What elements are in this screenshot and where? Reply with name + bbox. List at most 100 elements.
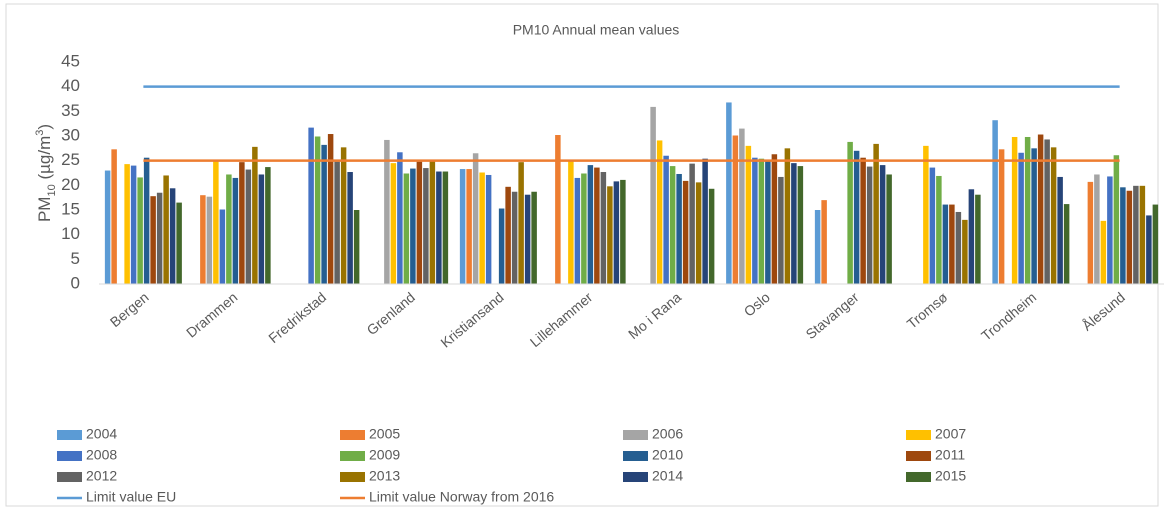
bar	[111, 149, 117, 284]
bar	[732, 135, 739, 284]
y-tick-label: 25	[61, 150, 80, 169]
bar	[581, 173, 587, 284]
legend-swatch	[57, 472, 82, 482]
bar	[479, 172, 485, 284]
bar	[321, 144, 327, 284]
legend-label: 2013	[369, 468, 400, 484]
y-label-part: (µg/m	[35, 136, 54, 185]
bar	[968, 189, 975, 284]
legend-label: 2005	[369, 426, 400, 442]
y-tick-label: 0	[71, 273, 80, 292]
bar	[962, 219, 968, 284]
bar	[163, 175, 169, 284]
bar	[656, 140, 663, 284]
bar	[1094, 174, 1100, 284]
chart-title: PM10 Annual mean values	[513, 22, 680, 38]
bar	[568, 160, 574, 284]
bar	[873, 143, 879, 284]
bar	[1139, 185, 1146, 284]
bar	[669, 166, 676, 284]
legend-label: 2014	[652, 468, 683, 484]
bar	[886, 174, 892, 284]
bar	[403, 173, 410, 284]
bar	[1018, 152, 1024, 284]
bar	[1037, 134, 1044, 284]
bar	[327, 134, 334, 284]
bar	[314, 136, 321, 284]
bar	[524, 194, 531, 284]
bar	[472, 153, 479, 284]
bar	[745, 145, 752, 284]
bar	[1011, 136, 1018, 284]
legend-label: 2006	[652, 426, 683, 442]
bar	[143, 157, 150, 284]
legend-swatch	[340, 472, 365, 482]
bar	[531, 191, 537, 284]
bar	[226, 174, 232, 284]
bar	[663, 155, 669, 284]
bar	[416, 161, 423, 284]
bar	[866, 166, 873, 284]
bar	[219, 209, 226, 284]
bar	[923, 145, 929, 284]
bar	[466, 169, 472, 284]
bar	[726, 102, 732, 284]
bar	[1113, 155, 1120, 284]
bar	[340, 147, 347, 284]
bar	[955, 211, 962, 284]
bar	[104, 170, 111, 284]
bar	[124, 164, 130, 284]
bar	[436, 171, 442, 284]
bar	[778, 176, 784, 284]
bar	[1063, 204, 1070, 284]
bar	[1087, 181, 1094, 284]
bar	[252, 146, 258, 284]
bar	[739, 128, 745, 284]
y-tick-label: 45	[61, 51, 80, 70]
legend-label: Limit value Norway from 2016	[369, 489, 554, 505]
bar	[784, 148, 791, 284]
bar	[1057, 176, 1063, 284]
y-tick-label: 15	[61, 199, 80, 218]
legend-swatch	[57, 430, 82, 440]
legend-swatch	[906, 472, 931, 482]
bar	[821, 200, 827, 284]
bar	[1133, 185, 1139, 284]
bar	[423, 168, 429, 284]
bar	[1107, 176, 1113, 284]
legend-label: 2012	[86, 468, 117, 484]
bar	[1126, 190, 1133, 284]
y-label-part: )	[35, 124, 54, 130]
bar	[1024, 136, 1031, 284]
legend-swatch	[623, 430, 648, 440]
bar	[797, 166, 804, 284]
bar	[555, 135, 561, 284]
bar	[1100, 220, 1107, 284]
bar	[308, 127, 314, 284]
legend-label: 2011	[935, 447, 965, 463]
bar	[853, 150, 860, 284]
legend-swatch	[906, 451, 931, 461]
bar	[814, 210, 821, 284]
bar	[130, 165, 137, 284]
bar	[975, 194, 981, 284]
legend-label: 2007	[935, 426, 966, 442]
bar	[459, 169, 466, 284]
bar	[942, 204, 949, 284]
y-label-part: 3	[34, 130, 46, 136]
bar	[594, 167, 600, 284]
bar	[879, 165, 886, 284]
bar	[1050, 147, 1057, 284]
bar	[176, 202, 182, 284]
bar	[518, 162, 524, 284]
bar	[206, 196, 213, 284]
bar	[771, 154, 778, 284]
bar	[791, 163, 797, 284]
bar	[650, 106, 656, 284]
y-tick-label: 10	[61, 224, 80, 243]
bar	[998, 149, 1005, 284]
bar	[137, 177, 143, 284]
y-axis-label: PM10 (µg/m3)	[34, 124, 58, 222]
bar	[847, 141, 853, 284]
